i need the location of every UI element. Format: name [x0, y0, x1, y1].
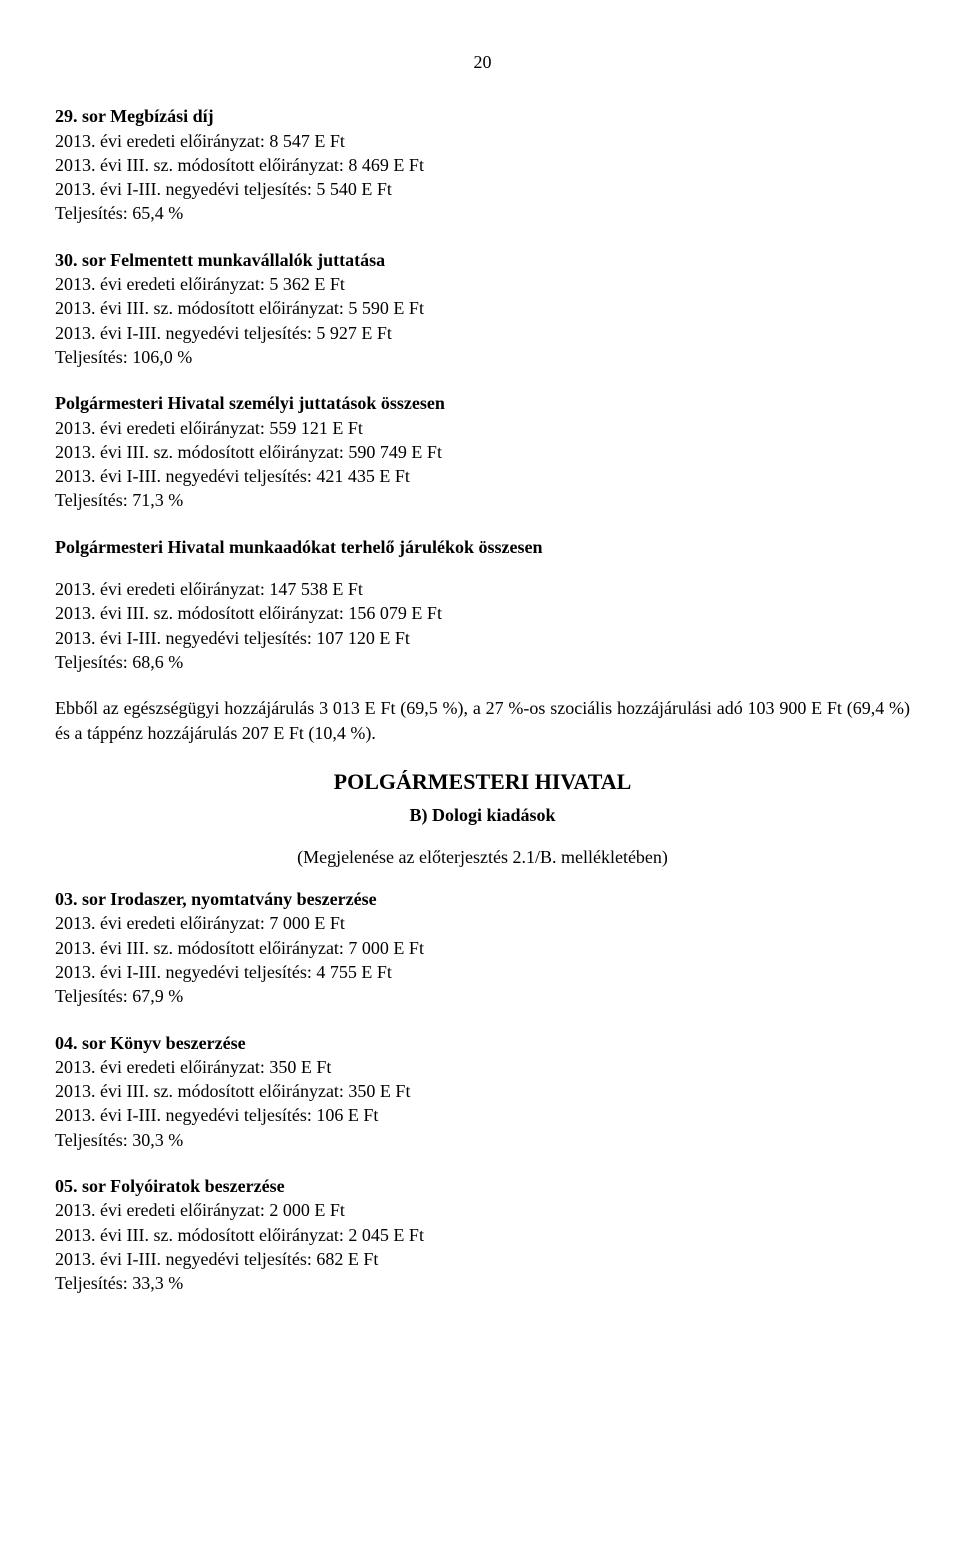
section-line: 2013. évi I-III. negyedévi teljesítés: 4…: [55, 464, 910, 488]
section-line: 2013. évi eredeti előirányzat: 559 121 E…: [55, 416, 910, 440]
section-line: Teljesítés: 30,3 %: [55, 1128, 910, 1152]
section-line: 2013. évi I-III. negyedévi teljesítés: 1…: [55, 626, 910, 650]
section-line: 2013. évi III. sz. módosított előirányza…: [55, 153, 910, 177]
section-29: 29. sor Megbízási díj 2013. évi eredeti …: [55, 104, 910, 225]
section-line: Teljesítés: 106,0 %: [55, 345, 910, 369]
section-line: 2013. évi eredeti előirányzat: 8 547 E F…: [55, 129, 910, 153]
section-title: Polgármesteri Hivatal munkaadókat terhel…: [55, 535, 910, 559]
section-title: Polgármesteri Hivatal személyi juttatáso…: [55, 391, 910, 415]
section-title: 03. sor Irodaszer, nyomtatvány beszerzés…: [55, 887, 910, 911]
center-heading-block: POLGÁRMESTERI HIVATAL B) Dologi kiadások…: [55, 767, 910, 869]
section-05: 05. sor Folyóiratok beszerzése 2013. évi…: [55, 1174, 910, 1295]
section-title: 05. sor Folyóiratok beszerzése: [55, 1174, 910, 1198]
section-line: 2013. évi I-III. negyedévi teljesítés: 6…: [55, 1247, 910, 1271]
section-line: 2013. évi III. sz. módosított előirányza…: [55, 936, 910, 960]
heading-note: (Megjelenése az előterjesztés 2.1/B. mel…: [55, 845, 910, 869]
section-line: 2013. évi III. sz. módosított előirányza…: [55, 601, 910, 625]
section-line: 2013. évi I-III. negyedévi teljesítés: 5…: [55, 321, 910, 345]
section-04: 04. sor Könyv beszerzése 2013. évi erede…: [55, 1031, 910, 1152]
section-line: Teljesítés: 65,4 %: [55, 201, 910, 225]
section-30: 30. sor Felmentett munkavállalók juttatá…: [55, 248, 910, 369]
section-jarulekok: Polgármesteri Hivatal munkaadókat terhel…: [55, 535, 910, 674]
section-line: 2013. évi eredeti előirányzat: 350 E Ft: [55, 1055, 910, 1079]
section-line: Teljesítés: 33,3 %: [55, 1271, 910, 1295]
section-line: 2013. évi I-III. negyedévi teljesítés: 5…: [55, 177, 910, 201]
section-line: 2013. évi I-III. negyedévi teljesítés: 4…: [55, 960, 910, 984]
section-line: 2013. évi III. sz. módosított előirányza…: [55, 1079, 910, 1103]
section-line: 2013. évi III. sz. módosított előirányza…: [55, 1223, 910, 1247]
section-line: 2013. évi eredeti előirányzat: 5 362 E F…: [55, 272, 910, 296]
section-line: 2013. évi I-III. negyedévi teljesítés: 1…: [55, 1103, 910, 1127]
section-line: 2013. évi III. sz. módosított előirányza…: [55, 296, 910, 320]
section-title: 04. sor Könyv beszerzése: [55, 1031, 910, 1055]
section-line: Teljesítés: 67,9 %: [55, 984, 910, 1008]
section-03: 03. sor Irodaszer, nyomtatvány beszerzés…: [55, 887, 910, 1008]
section-line: 2013. évi eredeti előirányzat: 7 000 E F…: [55, 911, 910, 935]
page-number: 20: [55, 50, 910, 74]
sub-heading: B) Dologi kiadások: [55, 803, 910, 827]
section-line: 2013. évi eredeti előirányzat: 2 000 E F…: [55, 1198, 910, 1222]
main-heading: POLGÁRMESTERI HIVATAL: [55, 767, 910, 797]
explanatory-paragraph: Ebből az egészségügyi hozzájárulás 3 013…: [55, 696, 910, 745]
section-line: 2013. évi III. sz. módosított előirányza…: [55, 440, 910, 464]
section-szemelyi: Polgármesteri Hivatal személyi juttatáso…: [55, 391, 910, 512]
section-title: 30. sor Felmentett munkavállalók juttatá…: [55, 248, 910, 272]
section-line: Teljesítés: 71,3 %: [55, 488, 910, 512]
section-line: 2013. évi eredeti előirányzat: 147 538 E…: [55, 577, 910, 601]
section-line: Teljesítés: 68,6 %: [55, 650, 910, 674]
section-title: 29. sor Megbízási díj: [55, 104, 910, 128]
